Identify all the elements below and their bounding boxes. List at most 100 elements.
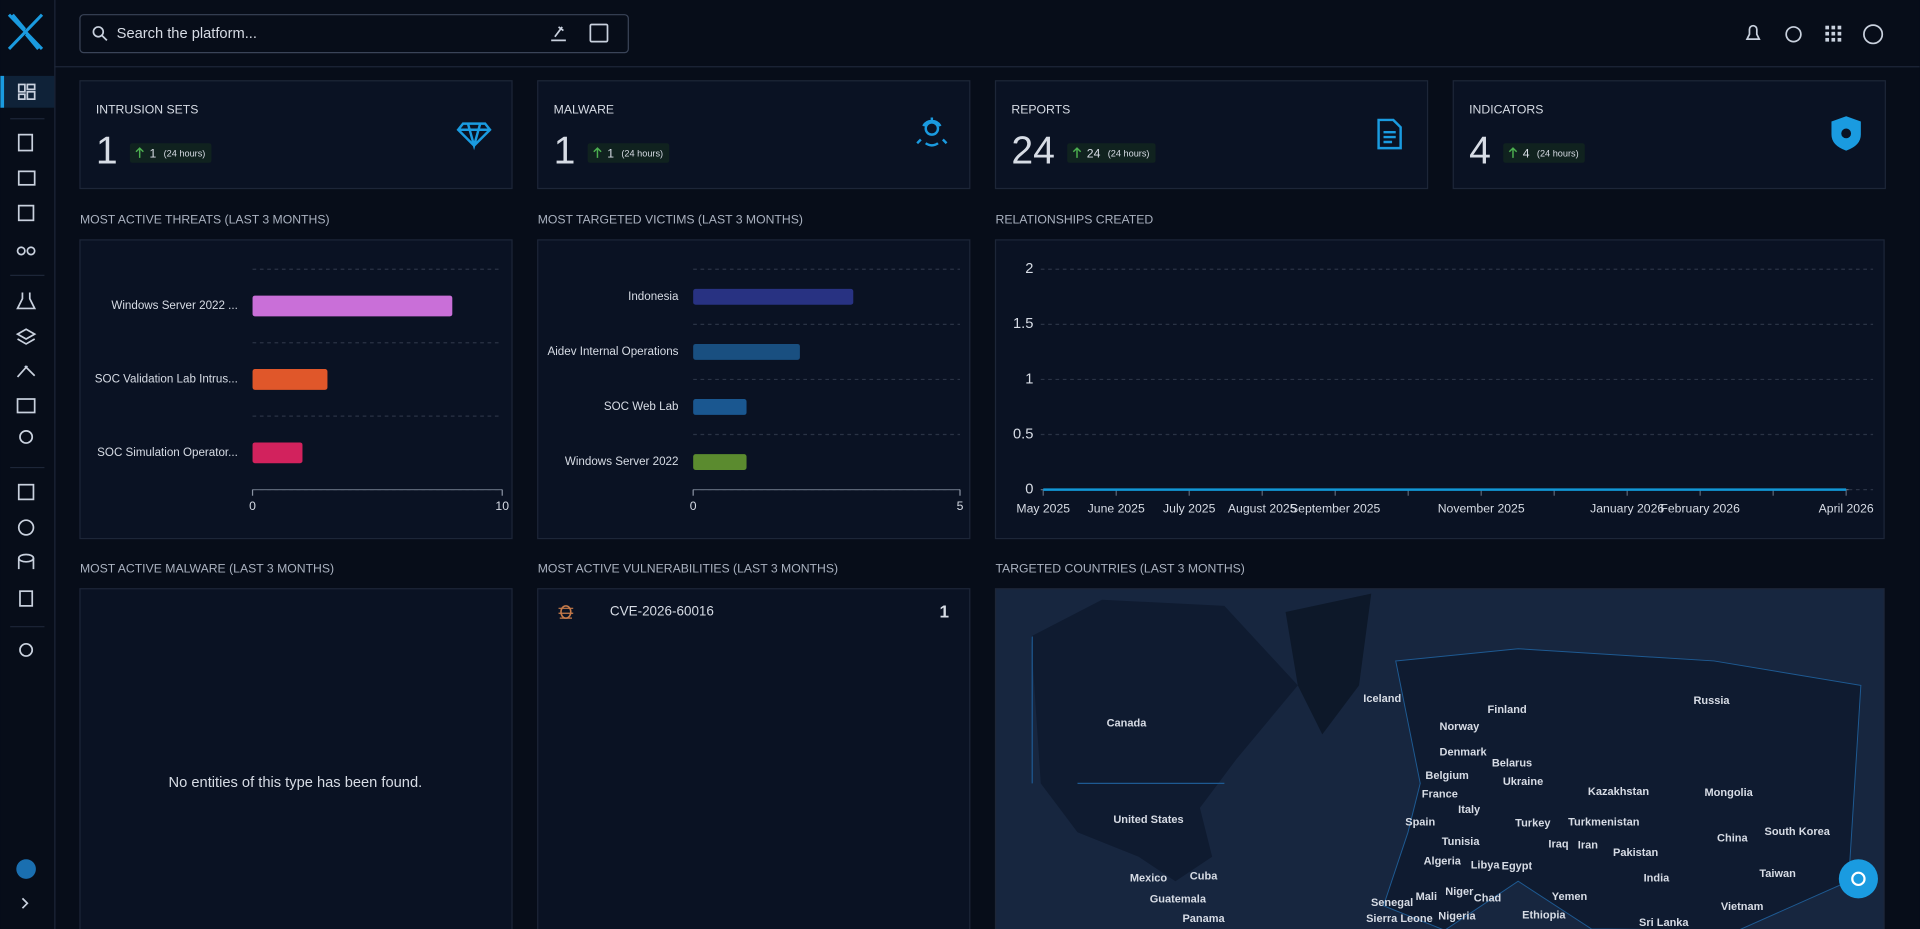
section-title: MOST ACTIVE THREATS (LAST 3 MONTHS) [80,213,330,227]
x-tick-label: November 2025 [1438,501,1525,515]
country-label: Turkey [1515,818,1551,830]
country-label: Sri Lanka [1639,917,1689,929]
card-label: MALWARE [554,102,614,116]
card-icon [456,122,492,151]
country-label: Pakistan [1613,847,1659,859]
category-label: Windows Server 2022 [565,455,679,468]
account-icon[interactable] [1863,24,1884,45]
search-ai-icon[interactable] [551,26,566,42]
card-icon-dot [1841,128,1852,139]
x-tick-label: 5 [957,499,964,513]
country-label: Taiwan [1759,868,1796,880]
country-label: United States [1113,814,1183,826]
vulnerability-count: 1 [939,602,949,622]
relationships-panel [994,239,1885,540]
country-label: Sierra Leone [1366,913,1433,925]
country-label: Norway [1440,721,1481,733]
vulnerabilities-panel [537,588,971,929]
x-tick-label: April 2026 [1819,501,1874,515]
bar [252,442,303,464]
delta-arrow [1072,147,1082,158]
country-label: Panama [1182,913,1225,925]
card-icon [1377,118,1402,150]
section-title: MOST ACTIVE VULNERABILITIES (LAST 3 MONT… [538,561,838,575]
country-label: Yemen [1552,891,1588,903]
stat-card [1452,80,1886,190]
x-tick-label: September 2025 [1290,501,1381,515]
x-tick-label: August 2025 [1228,501,1297,515]
country-label: Guatemala [1150,894,1207,906]
vulnerability-row[interactable]: CVE-2026-60016 1 [558,602,950,622]
logo[interactable] [7,13,44,51]
card-value: 24 [1011,129,1055,172]
country-label: Vietnam [1721,901,1764,913]
empty-message: No entities of this type has been found. [169,775,423,791]
category-label: Aidev Internal Operations [547,345,678,358]
org-icon[interactable] [16,859,36,879]
victims-panel [537,239,971,540]
card-label: INTRUSION SETS [96,102,199,116]
search-files-icon[interactable] [589,23,609,43]
country-label: Spain [1405,816,1435,828]
apps-icon[interactable] [1825,25,1842,42]
country-label: Italy [1458,804,1481,816]
map-labels: Iceland Finland Russia Canada Norway Denmark B… [1107,693,1831,929]
category-label: SOC Validation Lab Intrus... [95,372,238,385]
category-label: SOC Simulation Operator... [97,446,238,459]
country-label: Mongolia [1705,787,1754,799]
settings-fab[interactable] [1838,859,1878,899]
bar [252,369,328,390]
country-label: Canada [1107,717,1148,729]
bar [693,454,747,471]
section-title: RELATIONSHIPS CREATED [995,213,1153,227]
card-label: REPORTS [1011,102,1070,116]
country-label: Tunisia [1442,836,1481,848]
country-label: Iceland [1363,693,1401,705]
country-label: Turkmenistan [1568,816,1640,828]
country-label: Kazakhstan [1588,786,1649,798]
malware-panel [79,588,513,929]
search-placeholder: Search the platform... [117,26,257,42]
delta-value: 1 [149,146,156,160]
x-tick-label: 0 [690,499,697,513]
x-tick-label: 10 [495,499,509,513]
x-tick-label: June 2025 [1088,501,1145,515]
sidebar [0,0,56,929]
country-label: Libya [1471,859,1501,871]
section-title: MOST ACTIVE MALWARE (LAST 3 MONTHS) [80,561,334,575]
delta-period: (24 hours) [621,149,663,159]
country-label: Iraq [1548,838,1568,850]
bar [252,295,453,317]
delta-period: (24 hours) [164,149,206,159]
y-tick-label: 0 [1025,481,1033,497]
category-label: SOC Web Lab [604,400,679,413]
delta-arrow [1508,147,1518,158]
delta-chip [1503,143,1585,163]
y-tick-label: 0.5 [1013,426,1033,442]
top-bar: Search the platform... [54,14,1920,68]
delta-value: 1 [607,146,614,160]
country-label: Denmark [1440,747,1488,759]
y-tick-label: 2 [1025,261,1033,277]
delta-period: (24 hours) [1537,149,1579,159]
country-label: Belarus [1492,758,1532,770]
search-box[interactable] [79,14,629,54]
bar [693,343,800,360]
country-label: South Korea [1764,826,1830,838]
country-label: France [1422,788,1458,800]
country-label: Nigeria [1438,911,1476,923]
bar [693,399,747,415]
y-tick-label: 1 [1025,371,1033,387]
x-tick-label: January 2026 [1590,501,1664,515]
vulnerability-name: CVE-2026-60016 [610,604,714,619]
country-label: Russia [1693,695,1730,707]
card-value: 1 [96,129,118,172]
country-label: Mexico [1130,873,1168,885]
map [995,588,1885,929]
alarm-icon[interactable] [1785,26,1802,43]
x-tick-label: July 2025 [1163,501,1216,515]
notifications-icon[interactable] [1745,24,1761,41]
cards: INTRUSION SETS 1 1 (24 hours) MALWARE 1 1 (24 h… [79,80,1886,190]
stat-card [537,80,971,190]
